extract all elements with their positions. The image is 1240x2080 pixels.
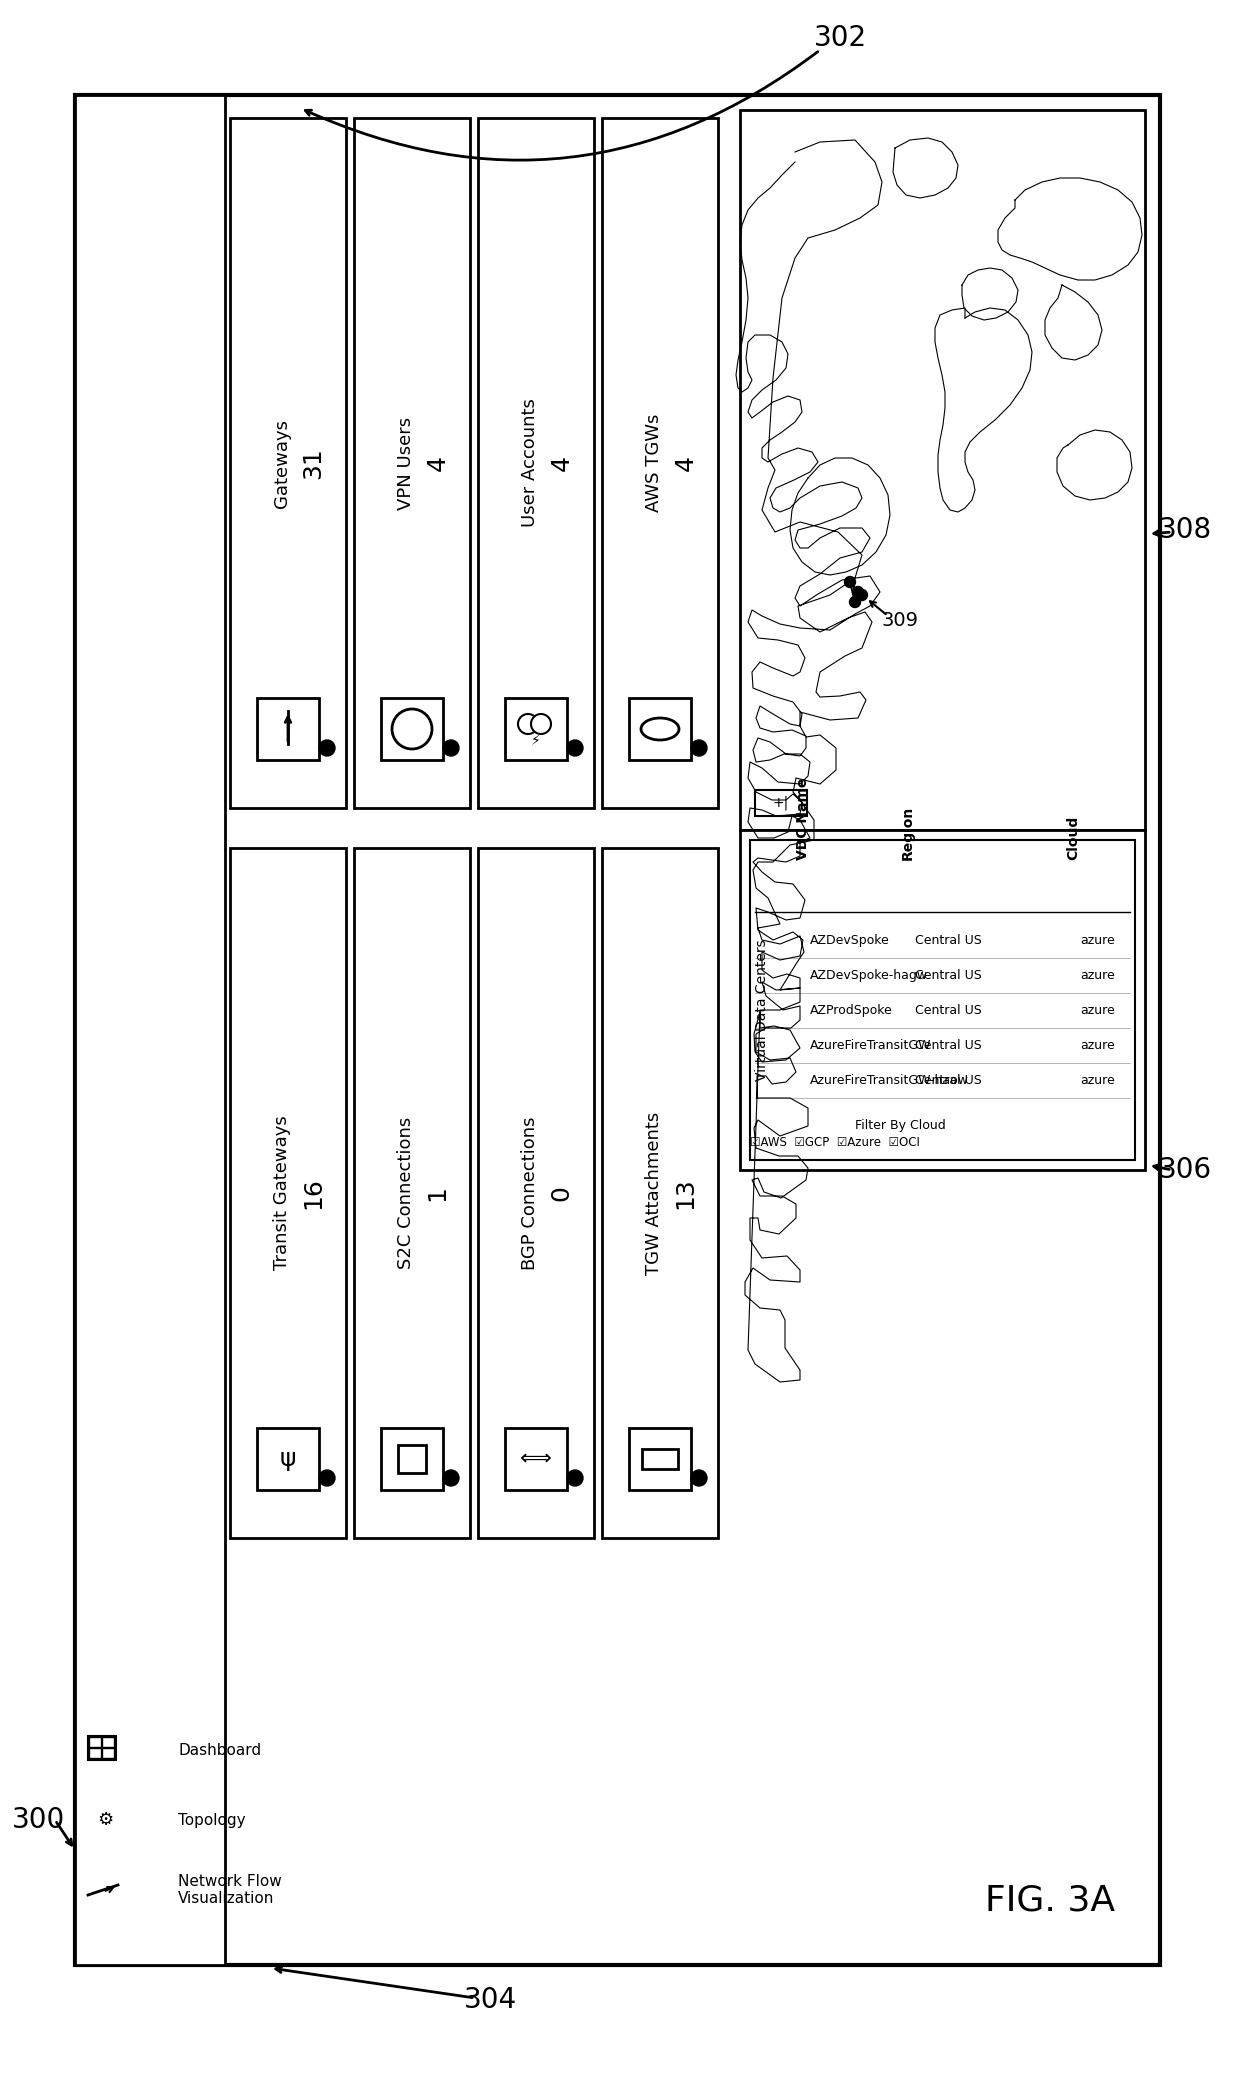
Bar	[102, 1747, 114, 1758]
Text: 13: 13	[673, 1177, 698, 1208]
Text: ⚡: ⚡	[531, 734, 541, 749]
Text: Transit Gateways: Transit Gateways	[273, 1115, 291, 1271]
Bar	[257, 699, 319, 759]
Text: VDC Name: VDC Name	[796, 778, 810, 859]
Text: 4: 4	[673, 456, 698, 470]
Text: Central US: Central US	[915, 1003, 982, 1017]
Text: Central US: Central US	[915, 1038, 982, 1052]
Text: VPN Users: VPN Users	[397, 416, 415, 510]
Circle shape	[691, 1471, 707, 1485]
Text: azure: azure	[1080, 969, 1115, 982]
Bar	[229, 119, 346, 807]
Bar	[89, 1747, 100, 1758]
Text: Virtual Data Centers: Virtual Data Centers	[755, 940, 769, 1082]
Circle shape	[443, 1471, 459, 1485]
Bar	[750, 840, 1135, 1161]
Text: 1: 1	[425, 1186, 450, 1200]
Bar	[629, 1429, 691, 1489]
Text: ☑AWS  ☑GCP  ☑Azure  ☑OCI: ☑AWS ☑GCP ☑Azure ☑OCI	[750, 1136, 920, 1148]
Bar	[740, 110, 1145, 830]
Text: Central US: Central US	[915, 969, 982, 982]
Text: Network Flow
Visualization: Network Flow Visualization	[179, 1874, 281, 1905]
Circle shape	[849, 597, 861, 607]
Text: 31: 31	[301, 447, 326, 478]
Text: Topology: Topology	[179, 1812, 246, 1828]
Text: 0: 0	[549, 1186, 574, 1200]
Text: Cloud: Cloud	[1066, 815, 1080, 859]
Circle shape	[319, 740, 335, 755]
Bar	[381, 1429, 443, 1489]
Text: ψ: ψ	[280, 1448, 296, 1471]
Text: Filter By Cloud: Filter By Cloud	[854, 1119, 945, 1132]
Text: Central US: Central US	[915, 1073, 982, 1086]
Bar	[74, 96, 1159, 1966]
Text: azure: azure	[1080, 1073, 1115, 1086]
Bar	[755, 790, 807, 815]
Bar	[505, 1429, 567, 1489]
Text: Region: Region	[901, 805, 915, 859]
Text: 4: 4	[549, 456, 574, 470]
Text: Central US: Central US	[915, 934, 982, 946]
Circle shape	[392, 709, 432, 749]
Ellipse shape	[641, 718, 680, 740]
Circle shape	[567, 1471, 583, 1485]
Text: 300: 300	[11, 1805, 64, 1835]
Bar	[257, 1429, 319, 1489]
Text: 16: 16	[301, 1177, 326, 1208]
Text: AzureFireTransitGW-haow: AzureFireTransitGW-haow	[810, 1073, 968, 1086]
Text: ⚙: ⚙	[97, 1812, 113, 1828]
Text: 308: 308	[1158, 516, 1211, 545]
Bar	[229, 849, 346, 1537]
Circle shape	[443, 740, 459, 755]
Circle shape	[531, 713, 551, 734]
Bar	[740, 830, 1145, 1171]
Text: S2C Connections: S2C Connections	[397, 1117, 415, 1269]
Bar	[88, 1737, 117, 1760]
Text: AZDevSpoke-hagw: AZDevSpoke-hagw	[810, 969, 928, 982]
Text: TGW Attachments: TGW Attachments	[645, 1111, 663, 1275]
Bar	[477, 849, 594, 1537]
Text: azure: azure	[1080, 1003, 1115, 1017]
Text: AZDevSpoke: AZDevSpoke	[810, 934, 890, 946]
Bar	[353, 119, 470, 807]
Bar	[642, 1450, 678, 1468]
Text: ⟺: ⟺	[520, 1450, 552, 1468]
Circle shape	[857, 589, 868, 601]
Text: +|: +|	[773, 797, 789, 811]
Text: AzureFireTransitGW: AzureFireTransitGW	[810, 1038, 931, 1052]
Bar	[601, 119, 718, 807]
Circle shape	[518, 713, 538, 734]
Bar	[601, 849, 718, 1537]
Bar	[74, 96, 224, 1966]
Circle shape	[853, 587, 863, 597]
Circle shape	[567, 740, 583, 755]
Bar	[477, 119, 594, 807]
Text: User Accounts: User Accounts	[521, 399, 539, 528]
Bar	[353, 849, 470, 1537]
Text: Gateways: Gateways	[273, 418, 291, 508]
Text: 306: 306	[1158, 1156, 1211, 1184]
Text: 304: 304	[464, 1986, 517, 2013]
Bar	[398, 1446, 427, 1473]
Bar	[381, 699, 443, 759]
Circle shape	[844, 576, 856, 587]
Bar	[505, 699, 567, 759]
Text: Dashboard: Dashboard	[179, 1743, 262, 1758]
Text: AWS TGWs: AWS TGWs	[645, 414, 663, 512]
Text: 4: 4	[425, 456, 450, 470]
Bar	[89, 1737, 100, 1747]
Text: azure: azure	[1080, 934, 1115, 946]
Text: azure: azure	[1080, 1038, 1115, 1052]
Circle shape	[691, 740, 707, 755]
Text: FIG. 3A: FIG. 3A	[985, 1882, 1115, 1918]
Text: 302: 302	[813, 25, 867, 52]
Text: 309: 309	[882, 612, 919, 630]
Bar	[629, 699, 691, 759]
Text: AZProdSpoke: AZProdSpoke	[810, 1003, 893, 1017]
Circle shape	[319, 1471, 335, 1485]
Bar	[102, 1737, 114, 1747]
Text: BGP Connections: BGP Connections	[521, 1117, 539, 1269]
